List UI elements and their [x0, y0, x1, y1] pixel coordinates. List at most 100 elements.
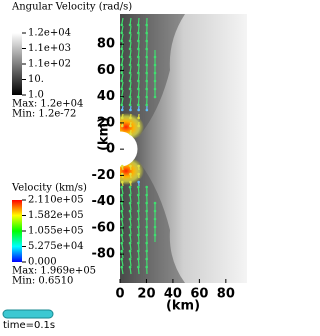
- arrow-head: [129, 173, 132, 176]
- legend-label: 1.1e+03: [28, 43, 71, 54]
- arrow-head: [120, 88, 123, 91]
- arrow-head: [145, 64, 148, 67]
- arrow-head: [129, 125, 132, 128]
- arrow-head: [129, 64, 132, 67]
- legend-title: Velocity (km/s): [11, 183, 87, 194]
- arrow-head: [154, 96, 157, 99]
- arrow-head: [137, 64, 140, 67]
- rainbow-colorbar: [12, 200, 22, 262]
- arrow-head: [137, 80, 140, 83]
- arrow-head: [137, 56, 140, 59]
- arrow-head: [120, 186, 123, 189]
- y-tick-label: 80: [97, 37, 115, 52]
- arrow-head: [129, 133, 132, 136]
- arrow-head: [120, 202, 123, 205]
- arrow-head: [145, 234, 148, 237]
- legend-title: Angular Velocity (rad/s): [11, 2, 132, 13]
- arrow-head: [129, 218, 132, 221]
- arrow-head: [129, 88, 132, 91]
- arrow-head: [129, 165, 132, 168]
- arrow-head: [145, 104, 148, 107]
- arrow-head: [145, 250, 148, 253]
- arrow-head: [129, 109, 132, 112]
- y-tick-label: -80: [92, 247, 116, 262]
- x-tick-label: 60: [190, 287, 208, 302]
- arrow-head: [129, 117, 132, 120]
- arrow-head: [154, 210, 157, 213]
- arrow-head: [120, 242, 123, 245]
- time-slider[interactable]: [3, 310, 53, 318]
- arrow-head: [137, 72, 140, 75]
- arrow-head: [145, 242, 148, 245]
- legend-label: 1.582e+05: [28, 210, 84, 221]
- y-tick-label: 60: [97, 63, 115, 78]
- arrow-head: [120, 194, 123, 197]
- arrow-head: [121, 109, 124, 112]
- arrow-head: [137, 242, 140, 245]
- arrow-head: [145, 88, 148, 91]
- arrow-head: [120, 210, 123, 213]
- legend-label: 2.110e+05: [28, 195, 84, 206]
- arrow-head: [129, 48, 132, 51]
- arrow-head: [145, 266, 148, 269]
- x-tick-label: 80: [217, 287, 235, 302]
- arrow-head: [145, 210, 148, 213]
- arrow-head: [137, 266, 140, 269]
- arrow-head: [120, 32, 123, 35]
- arrow-head: [120, 40, 123, 43]
- arrow-head: [137, 194, 140, 197]
- arrow-head: [145, 32, 148, 35]
- arrow-head: [137, 181, 140, 184]
- y-tick-label: -20: [92, 168, 116, 183]
- arrow-head: [129, 72, 132, 75]
- arrow-head: [129, 234, 132, 237]
- arrow-head: [145, 72, 148, 75]
- arrow-head: [129, 226, 132, 229]
- arrow-head: [120, 72, 123, 75]
- arrow-head: [137, 32, 140, 35]
- y-tick-label: 40: [97, 89, 115, 104]
- arrow-head: [145, 96, 148, 99]
- y-tick-label: 20: [97, 115, 115, 130]
- arrow-head: [154, 64, 157, 67]
- arrow-head: [154, 56, 157, 59]
- arrow-head: [146, 109, 149, 112]
- legend-min: Min: 0.6510: [12, 276, 73, 287]
- arrow-head: [137, 258, 140, 261]
- arrow-head: [120, 250, 123, 253]
- legend-label: 1.055e+05: [28, 226, 84, 237]
- arrow-head: [120, 80, 123, 83]
- arrow-head: [145, 186, 148, 189]
- arrow-head: [145, 258, 148, 261]
- arrow-head: [120, 24, 123, 27]
- arrow-head: [145, 24, 148, 27]
- arrow-head: [121, 181, 124, 184]
- time-label: time=0.1s: [3, 320, 55, 331]
- arrow-head: [129, 181, 132, 184]
- y-tick-label: -40: [92, 194, 116, 209]
- x-tick-label: 0: [115, 287, 124, 302]
- arrow-head: [145, 226, 148, 229]
- arrow-head: [137, 234, 140, 237]
- y-tick-label: 0: [106, 142, 115, 157]
- arrow-head: [145, 80, 148, 83]
- arrow-head: [137, 226, 140, 229]
- arrow-head: [154, 202, 157, 205]
- arrow-head: [129, 56, 132, 59]
- arrow-head: [154, 218, 157, 221]
- arrow-head: [120, 234, 123, 237]
- arrow-head: [137, 250, 140, 253]
- arrow-head: [137, 117, 140, 120]
- legend-label: 1.2e+04: [28, 28, 71, 39]
- arrow-head: [129, 40, 132, 43]
- arrow-head: [154, 72, 157, 75]
- y-tick-label: -60: [92, 220, 116, 235]
- legend-min: Min: 1.2e-72: [12, 109, 76, 120]
- arrow-head: [129, 258, 132, 261]
- arrow-head: [120, 48, 123, 51]
- arrow-head: [145, 218, 148, 221]
- arrow-head: [120, 64, 123, 67]
- legend-label: 10.: [28, 74, 44, 85]
- arrow-head: [137, 125, 140, 128]
- arrow-head: [121, 117, 124, 120]
